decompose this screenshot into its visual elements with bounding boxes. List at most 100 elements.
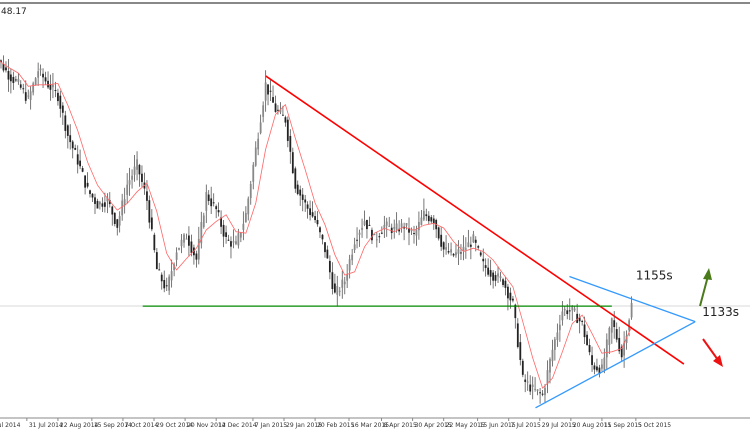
level-label: 1155s <box>636 268 673 282</box>
candle <box>188 235 190 246</box>
candle <box>252 164 255 182</box>
x-tick-label: 29 Oct 2014 <box>156 422 193 429</box>
candle <box>200 221 203 244</box>
candle <box>568 310 571 312</box>
up-arrow-icon <box>699 275 709 307</box>
candle <box>227 239 230 241</box>
candle <box>561 311 564 321</box>
x-tick-label: 5 Oct 2015 <box>638 422 671 429</box>
candle <box>148 200 151 223</box>
candle <box>573 308 576 311</box>
candle <box>2 63 5 71</box>
x-tick-label: 16 Mar 2015 <box>351 422 389 429</box>
candle <box>158 269 161 271</box>
candle <box>277 109 279 111</box>
candle <box>150 217 153 230</box>
candle <box>291 152 294 174</box>
candle <box>54 90 57 92</box>
x-tick-label: 22 Aug 2014 <box>60 422 99 429</box>
candle <box>395 223 398 230</box>
candle <box>225 232 227 237</box>
x-tick-label: 30 Apr 2015 <box>415 422 452 429</box>
candle <box>84 175 87 188</box>
candle <box>519 342 522 360</box>
candle <box>353 244 356 250</box>
triangle-upper-line <box>569 275 696 323</box>
candle <box>249 183 252 199</box>
candle <box>111 206 114 215</box>
candle <box>596 366 598 371</box>
candle <box>217 210 220 213</box>
candle <box>126 184 129 195</box>
candle <box>605 339 608 358</box>
candle <box>450 249 452 253</box>
candle <box>163 280 166 289</box>
candle <box>52 84 54 88</box>
candle <box>19 84 22 88</box>
candle <box>558 324 561 331</box>
candle <box>608 327 611 345</box>
candle <box>516 323 519 348</box>
candle <box>34 78 37 86</box>
candle <box>61 105 64 113</box>
candle <box>96 200 99 209</box>
candle <box>427 215 430 222</box>
candle <box>14 79 17 81</box>
x-tick-label: 7 Oct 2014 <box>125 422 158 429</box>
candle <box>0 60 2 63</box>
candle <box>136 159 138 170</box>
candle <box>509 292 512 301</box>
candle <box>361 227 363 230</box>
candle <box>460 252 462 254</box>
candle <box>17 78 20 82</box>
candle <box>306 204 309 209</box>
candle <box>294 168 297 189</box>
candle <box>408 228 410 233</box>
candle <box>464 248 467 250</box>
candle <box>482 258 485 262</box>
candle <box>487 267 490 275</box>
candle <box>613 320 616 328</box>
candle <box>197 238 200 260</box>
candle <box>358 232 361 235</box>
candle <box>526 381 529 383</box>
candle <box>264 82 267 101</box>
candle <box>457 249 460 254</box>
candle <box>615 329 618 340</box>
candle <box>314 216 316 221</box>
candle <box>591 355 593 365</box>
candle <box>173 264 176 271</box>
candle <box>474 239 477 243</box>
candle <box>534 388 536 390</box>
candle <box>202 215 205 228</box>
candle <box>467 242 470 248</box>
candle <box>239 232 242 238</box>
candle <box>27 95 30 97</box>
candle <box>205 192 208 211</box>
candle <box>437 227 440 239</box>
candle <box>462 246 465 252</box>
candle <box>29 91 32 100</box>
downtrend-line <box>265 75 685 365</box>
candle <box>324 242 326 253</box>
candle <box>123 199 126 206</box>
candle <box>37 71 40 78</box>
candle <box>195 253 198 260</box>
candle <box>418 222 420 231</box>
candle <box>425 214 428 217</box>
candle <box>165 285 168 287</box>
candle <box>121 200 124 216</box>
candle <box>235 241 237 244</box>
candle <box>289 135 292 152</box>
x-tick-label: 8 Apr 2015 <box>384 422 417 429</box>
candle <box>242 223 245 230</box>
candle <box>153 234 156 251</box>
candle <box>529 384 532 392</box>
candle <box>477 246 480 248</box>
candle <box>628 320 631 331</box>
candle <box>259 122 262 134</box>
candle <box>94 197 96 204</box>
candle <box>539 392 541 394</box>
candle <box>489 270 492 277</box>
candle <box>168 276 171 291</box>
